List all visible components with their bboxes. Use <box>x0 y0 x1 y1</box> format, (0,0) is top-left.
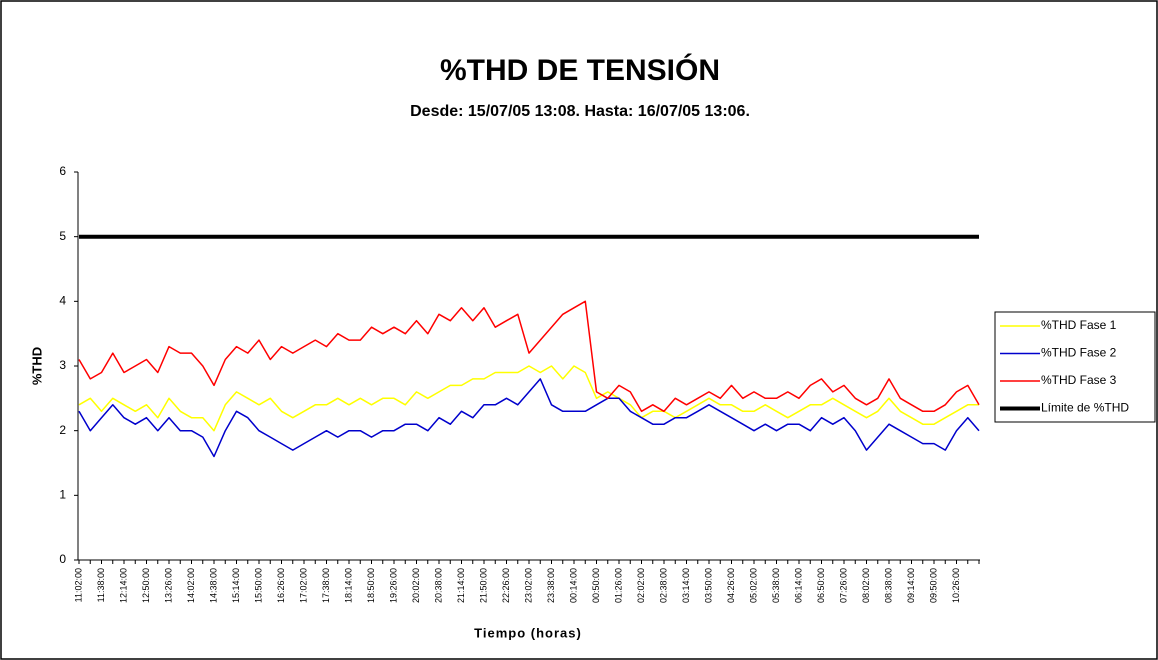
x-tick-label: 05:38:00 <box>771 568 781 603</box>
legend-label: %THD Fase 2 <box>1041 346 1117 360</box>
x-tick-label: 14:38:00 <box>208 568 218 603</box>
x-tick-label: 06:14:00 <box>793 568 803 603</box>
y-tick-label: 4 <box>59 294 66 308</box>
x-tick-label: 02:38:00 <box>658 568 668 603</box>
x-tick-label: 03:50:00 <box>703 568 713 603</box>
x-tick-label: 11:38:00 <box>96 568 106 602</box>
x-tick-label: 01:26:00 <box>613 568 623 603</box>
series-line <box>78 365 979 432</box>
x-tick-label: 13:26:00 <box>163 568 173 603</box>
x-tick-label: 20:38:00 <box>433 568 443 603</box>
x-tick-label: 15:50:00 <box>253 568 263 603</box>
y-tick-label: 5 <box>59 229 66 243</box>
legend-label: %THD Fase 1 <box>1041 318 1117 332</box>
legend-label: %THD Fase 3 <box>1041 373 1117 387</box>
x-tick-label: 05:02:00 <box>748 568 758 603</box>
x-tick-label: 02:02:00 <box>636 568 646 603</box>
chart-title: %THD DE TENSIÓN <box>440 53 720 87</box>
x-tick-label: 18:50:00 <box>366 568 376 603</box>
x-tick-label: 17:38:00 <box>321 568 331 603</box>
x-tick-label: 03:14:00 <box>681 568 691 603</box>
y-tick-label: 6 <box>59 164 66 178</box>
series-line <box>78 300 980 413</box>
x-tick-label: 12:14:00 <box>118 568 128 603</box>
x-tick-label: 14:02:00 <box>186 568 196 603</box>
chart-subtitle: Desde: 15/07/05 13:08. Hasta: 16/07/05 1… <box>410 103 750 120</box>
x-tick-label: 09:14:00 <box>906 568 916 603</box>
x-tick-label: 04:26:00 <box>726 568 736 603</box>
x-tick-label: 15:14:00 <box>231 568 241 603</box>
legend-box <box>994 311 1156 423</box>
y-tick-label: 1 <box>59 488 66 502</box>
x-tick-label: 19:26:00 <box>388 568 398 603</box>
x-tick-label: 16:26:00 <box>276 568 286 603</box>
y-tick-label: 2 <box>59 423 66 437</box>
x-tick-label: 00:50:00 <box>591 568 601 603</box>
x-tick-label: 17:02:00 <box>298 568 308 603</box>
y-tick-label: 0 <box>59 552 66 566</box>
x-tick-label: 08:38:00 <box>883 568 893 603</box>
series-line <box>78 378 980 458</box>
x-axis-title: Tiempo (horas) <box>474 625 582 640</box>
x-tick-label: 22:26:00 <box>501 568 511 603</box>
x-tick-label: 12:50:00 <box>141 568 151 603</box>
x-tick-label: 21:50:00 <box>478 568 488 603</box>
y-axis-title: %THD <box>29 347 44 385</box>
legend-label: Límite de %THD <box>1041 401 1129 415</box>
x-tick-label: 11:02:00 <box>73 568 83 602</box>
x-tick-label: 23:02:00 <box>523 568 533 603</box>
x-tick-label: 07:26:00 <box>838 568 848 603</box>
x-tick-label: 08:02:00 <box>861 568 871 603</box>
x-tick-label: 21:14:00 <box>456 568 466 603</box>
x-tick-label: 10:26:00 <box>951 568 961 603</box>
x-tick-label: 23:38:00 <box>546 568 556 603</box>
x-tick-label: 09:50:00 <box>928 568 938 603</box>
x-tick-label: 06:50:00 <box>816 568 826 603</box>
x-tick-label: 00:14:00 <box>568 568 578 603</box>
y-tick-label: 3 <box>59 358 66 372</box>
x-tick-label: 20:02:00 <box>411 568 421 603</box>
x-tick-label: 18:14:00 <box>343 568 353 603</box>
